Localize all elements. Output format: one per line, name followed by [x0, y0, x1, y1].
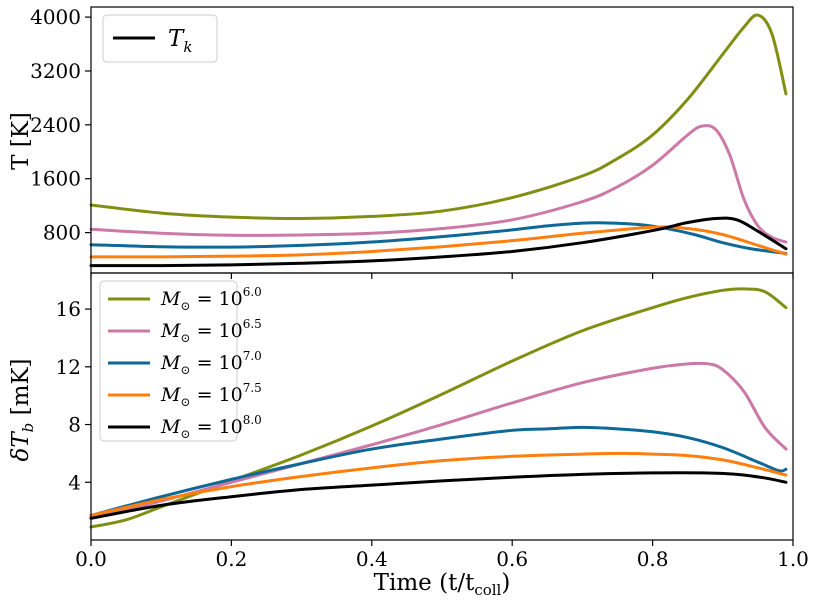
bottom-legend-label-4: M⊙ = 108.0	[160, 413, 262, 441]
bottom-series-lines	[89, 287, 788, 529]
top-y-tick-label: 1600	[30, 167, 81, 191]
top-series-line-2	[89, 221, 788, 255]
bottom-y-ticks: 4 8 12 16	[56, 297, 91, 494]
x-tick-label: 1.0	[777, 547, 809, 571]
x-tick-label: 0.0	[75, 547, 107, 571]
top-series-line-4	[89, 216, 788, 268]
top-panel: 800 1600 2400 3200 4000 T [K] Tk	[8, 5, 794, 279]
bottom-series-line-4	[89, 471, 788, 520]
bottom-series-line-3	[89, 451, 788, 517]
x-tick-label: 0.2	[215, 547, 247, 571]
top-legend-box	[102, 14, 218, 63]
bottom-y-tick-label: 16	[56, 297, 81, 321]
bottom-x-ticks: 0.0 0.2 0.4 0.6 0.8 1.0	[75, 540, 809, 571]
top-y-ticks: 800 1600 2400 3200 4000	[30, 5, 91, 245]
bottom-series-line-0	[89, 287, 788, 529]
bottom-legend-items: M⊙ = 106.0 M⊙ = 106.5 M⊙ = 107.0 M⊙ = 107.5…	[108, 285, 262, 441]
top-x-ticks	[90, 273, 794, 279]
top-series-line-1	[89, 124, 788, 244]
top-y-tick-label: 800	[43, 221, 81, 245]
bottom-legend: M⊙ = 106.0 M⊙ = 106.5 M⊙ = 107.0 M⊙ = 107.5…	[99, 280, 262, 442]
bottom-series-line-2	[89, 425, 788, 517]
top-series-line-0	[89, 13, 788, 220]
bottom-legend-label-3: M⊙ = 107.5	[160, 381, 262, 409]
bottom-y-tick-label: 4	[68, 470, 81, 494]
bottom-legend-label-1: M⊙ = 106.5	[160, 317, 262, 345]
top-legend: Tk	[102, 14, 218, 63]
top-series-line-3	[89, 225, 788, 259]
bottom-axes-frame	[90, 272, 794, 541]
bottom-legend-box	[99, 280, 238, 442]
top-y-tick-label: 4000	[30, 5, 81, 29]
top-y-axis-label: T [K]	[8, 112, 34, 170]
bottom-y-axis-label: δTb [mK]	[8, 358, 37, 461]
x-tick-label: 0.4	[356, 547, 388, 571]
bottom-legend-label-0: M⊙ = 106.0	[160, 285, 262, 313]
bottom-y-tick-label: 8	[68, 413, 81, 437]
top-legend-label: Tk	[168, 26, 192, 56]
x-axis-label: Time (t/tcoll)	[374, 570, 511, 599]
top-y-tick-label: 2400	[30, 113, 81, 137]
x-tick-label: 0.6	[496, 547, 528, 571]
top-series-lines	[89, 13, 788, 268]
bottom-y-tick-label: 12	[56, 355, 81, 379]
x-tick-label: 0.8	[637, 547, 669, 571]
bottom-legend-label-2: M⊙ = 107.0	[160, 349, 262, 377]
top-y-tick-label: 3200	[30, 59, 81, 83]
bottom-panel: 4 8 12 16 0.0 0.2 0.4 0.6 0.8 1.0 δTb [mK] Time …	[8, 272, 809, 599]
